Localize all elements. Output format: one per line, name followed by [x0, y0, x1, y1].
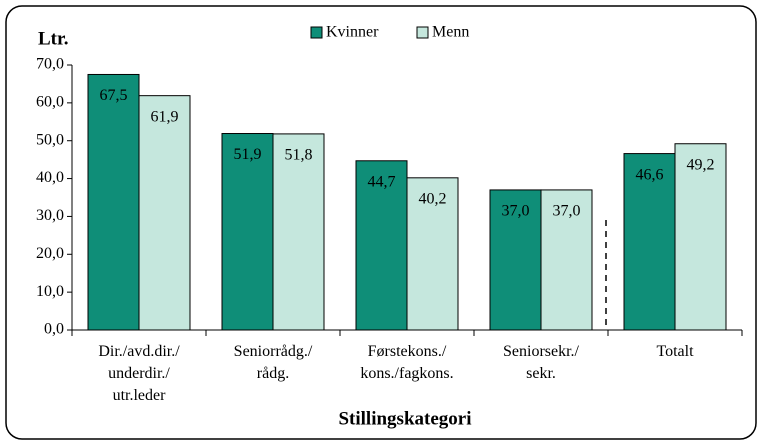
y-tick-label: 10,0 — [36, 283, 64, 300]
bar — [489, 189, 542, 331]
y-tick-label: 70,0 — [36, 56, 64, 73]
bar — [138, 95, 191, 331]
x-tick-label-line: Førstekons./ — [368, 343, 447, 360]
value-label: 46,6 — [636, 166, 664, 183]
value-label: 40,2 — [419, 190, 447, 207]
x-tick-label-line: utr.leder — [113, 387, 167, 404]
value-label: 51,8 — [285, 147, 313, 164]
value-label: 51,9 — [234, 146, 262, 163]
bar — [87, 73, 140, 331]
bar — [540, 189, 593, 331]
x-tick-label: Dir./avd.dir./ underdir./ utr.leder — [98, 343, 180, 404]
x-axis-label: Stillingskategori — [338, 408, 471, 429]
y-tick-label: 50,0 — [36, 131, 64, 148]
legend-swatch — [416, 26, 429, 39]
bar — [272, 133, 325, 331]
x-tick-label-line: sekr. — [526, 365, 556, 382]
x-tick-label: Seniorsekr./ sekr. — [503, 343, 580, 382]
bar — [674, 143, 727, 331]
bar — [221, 133, 274, 331]
x-tick-label-line: underdir./ — [108, 365, 170, 382]
y-tick-label: 30,0 — [36, 207, 64, 224]
x-tick-label: Seniorrådg./ rådg. — [234, 343, 313, 382]
x-tick-label: Førstekons./ kons./fagkons. — [360, 343, 453, 382]
bar — [355, 160, 408, 331]
y-tick-label: 20,0 — [36, 245, 64, 262]
x-tick-label-line: Totalt — [656, 343, 694, 360]
bar — [406, 177, 459, 331]
y-tick-label: 0,0 — [44, 321, 64, 338]
legend-swatch — [310, 26, 323, 39]
x-tick-label-line: Seniorsekr./ — [503, 343, 580, 360]
y-axis-label: Ltr. — [38, 28, 68, 49]
legend-label: Menn — [432, 24, 469, 41]
y-tick-label: 40,0 — [36, 169, 64, 186]
value-label: 37,0 — [553, 203, 581, 220]
x-tick-label-line: kons./fagkons. — [360, 365, 453, 382]
x-tick-label-line: Dir./avd.dir./ — [98, 343, 180, 360]
legend-label: Kvinner — [326, 24, 379, 41]
x-tick-label-line: rådg. — [257, 365, 289, 382]
value-label: 37,0 — [502, 203, 530, 220]
value-label: 67,5 — [100, 87, 128, 104]
value-label: 61,9 — [151, 108, 179, 125]
value-label: 44,7 — [368, 173, 396, 190]
x-tick-label-line: Seniorrådg./ — [234, 343, 313, 360]
value-label: 49,2 — [687, 156, 715, 173]
x-tick-label: Totalt — [656, 343, 694, 360]
y-tick-label: 60,0 — [36, 94, 64, 111]
